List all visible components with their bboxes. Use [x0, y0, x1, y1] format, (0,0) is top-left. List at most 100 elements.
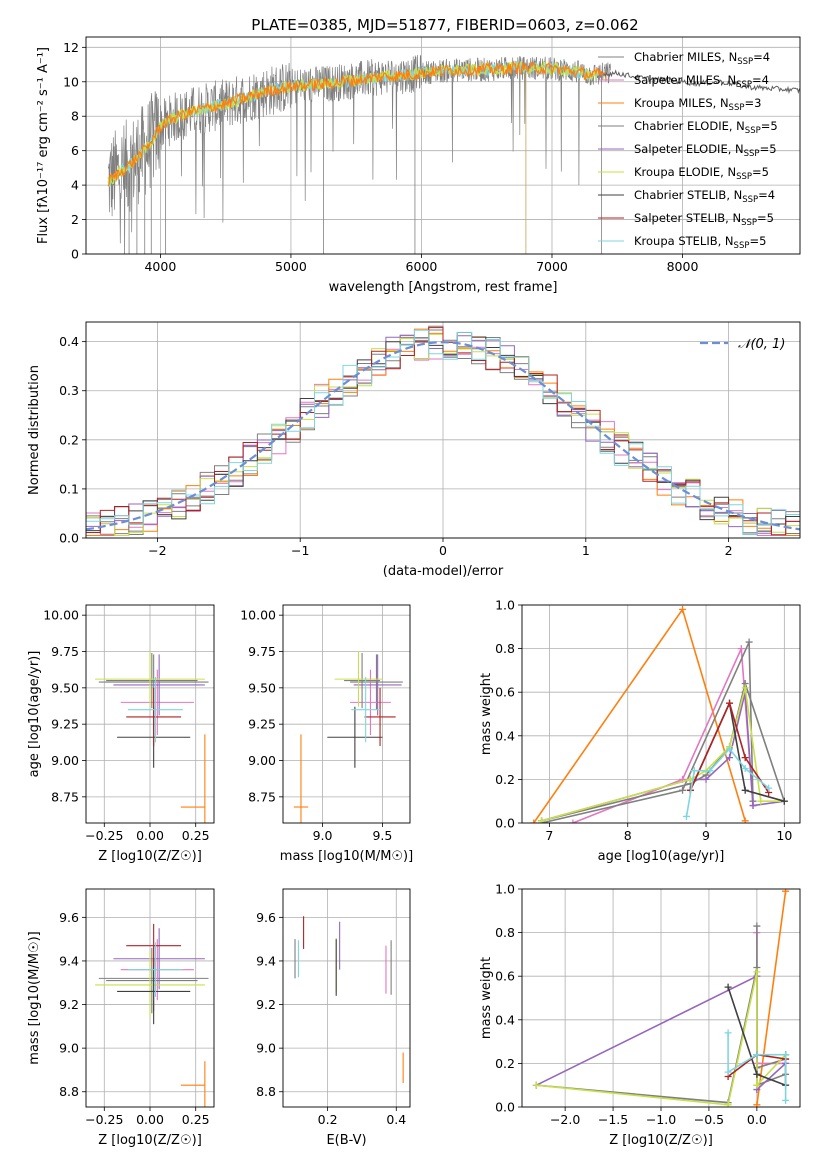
weight-marker: [745, 638, 753, 646]
legend-subscript: SSP: [744, 149, 760, 159]
weight-marker: [782, 1096, 790, 1104]
weight-marker: [702, 775, 710, 783]
weight-marker: [706, 767, 714, 775]
x-axis-label: Z [log10(Z/Z☉)]: [609, 1133, 713, 1148]
y-tick-label: 0.6: [495, 685, 515, 700]
legend-label: Kroupa MILES, NSSP=3: [634, 96, 761, 113]
x-axis-label: E(B-V): [326, 1133, 366, 1148]
x-tick-label: 5000: [275, 259, 307, 274]
panel-age-vs-Z: −0.25 0.00 0.25 8.75 9.00 9.25 9.50 9.75 10.00 Z …: [27, 604, 215, 864]
legend-subscript: SSP: [736, 80, 752, 90]
x-axis-label: wavelength [Angstrom, rest frame]: [329, 280, 558, 295]
x-tick-label: 8000: [667, 259, 699, 274]
x-tick-label: −0.25: [85, 828, 123, 843]
x-tick-label: −0.25: [85, 1112, 123, 1127]
y-tick-label: 9.25: [248, 717, 276, 732]
plot-area: [107, 54, 800, 254]
legend-subscript: SSP: [736, 172, 752, 182]
legend-tail: =4: [752, 73, 769, 87]
weight-marker: [679, 605, 687, 613]
x-axis-label: Z [log10(Z/Z☉)]: [98, 849, 202, 864]
weight-marker: [724, 1029, 732, 1037]
x-tick-label: 2: [725, 543, 733, 558]
x-axis-label: Z [log10(Z/Z☉)]: [98, 1133, 202, 1148]
y-axis-label: age [log10(age/yr)]: [27, 651, 42, 778]
x-tick-label: −2.0: [550, 1112, 580, 1127]
weight-series: [541, 687, 785, 822]
weight-marker: [682, 812, 690, 820]
x-axis-label: (data-model)/error: [383, 564, 504, 579]
panel-spectrum: 4000 5000 6000 7000 8000 0 2 4 6 8 10 12 wavelength …: [36, 36, 801, 295]
plot-area: [532, 889, 790, 1107]
y-tick-label: 10.00: [240, 608, 276, 623]
x-tick-label: 0.00: [136, 1112, 164, 1127]
y-tick-label: 0.2: [495, 772, 515, 787]
model-spectrum-red: [603, 69, 800, 95]
x-tick-label: −1.5: [598, 1112, 628, 1127]
x-tick-label: 4000: [144, 259, 176, 274]
weight-series: [533, 607, 746, 823]
weight-marker: [724, 1068, 732, 1076]
y-axis-label: Flux [fλ10⁻¹⁷ erg cm⁻² s⁻¹ A⁻¹]: [36, 47, 51, 244]
weight-series: [756, 926, 786, 1087]
weight-marker: [726, 699, 734, 707]
axes-frame: [85, 36, 801, 255]
legend-label: Chabrier STELIB, NSSP=4: [634, 188, 775, 205]
model-spectrum: [107, 61, 607, 187]
weight-marker: [679, 786, 687, 794]
weight-marker: [741, 765, 749, 772]
y-tick-label: 9.6: [256, 910, 276, 925]
panel-age-vs-mass: 9.0 9.5 8.75 9.00 9.25 9.50 9.75 10.00 mass [log…: [240, 604, 413, 864]
x-tick-label: 1: [582, 543, 590, 558]
weight-marker: [538, 817, 546, 823]
plot-area: [95, 923, 209, 1107]
axes-frame: [282, 604, 411, 824]
y-tick-label: 0.6: [495, 969, 515, 984]
y-axis-label: mass weight: [479, 673, 494, 755]
y-tick-label: 10.00: [43, 608, 79, 623]
x-tick-label: −1.0: [646, 1112, 676, 1127]
panel-weight-vs-age: 7 8 9 10 0.0 0.2 0.4 0.6 0.8 1.0 age [log10(age/yr…: [479, 598, 801, 864]
y-tick-label: 0.4: [495, 728, 515, 743]
y-tick-label: 8.75: [51, 789, 79, 804]
y-tick-label: 9.75: [51, 644, 79, 659]
weight-series: [689, 700, 770, 793]
panel-mass-vs-EBV: 0.2 0.4 8.8 9.0 9.2 9.4 9.6 E(B-V): [256, 888, 411, 1148]
legend-label: Salpeter MILES, NSSP=4: [634, 73, 769, 90]
x-tick-label: 9: [702, 828, 710, 843]
x-tick-label: 8: [624, 828, 632, 843]
panel-mass-vs-Z: −0.25 0.00 0.25 8.8 9.0 9.2 9.4 9.6 Z [log10(Z/Z…: [27, 888, 215, 1148]
weight-marker: [780, 797, 788, 805]
weight-marker: [724, 1101, 732, 1107]
weight-marker: [724, 983, 732, 991]
x-tick-label: 0.25: [182, 828, 210, 843]
legend-subscript: SSP: [742, 195, 758, 205]
legend-tail: =5: [752, 165, 769, 179]
y-tick-label: 6: [71, 143, 79, 158]
y-tick-label: 9.50: [51, 680, 79, 695]
plot-area: [530, 605, 788, 823]
legend-label: Kroupa STELIB, NSSP=5: [634, 234, 766, 251]
y-tick-label: 9.0: [59, 1041, 79, 1056]
weight-marker: [726, 745, 734, 753]
x-tick-label: 0.4: [386, 1112, 406, 1127]
weight-series: [756, 891, 787, 1105]
legend-tail: =5: [757, 211, 774, 225]
residual-histogram: [86, 327, 800, 536]
y-tick-label: 0.2: [495, 1056, 515, 1071]
weight-marker: [765, 784, 773, 792]
x-tick-label: 0.2: [318, 1112, 338, 1127]
y-axis-label: mass weight: [479, 957, 494, 1039]
weight-marker: [737, 645, 745, 653]
x-tick-label: 6000: [406, 259, 438, 274]
y-tick-label: 9.50: [248, 680, 276, 695]
y-tick-label: 0.3: [59, 383, 79, 398]
plot-area: [293, 651, 403, 823]
weight-marker: [782, 1051, 790, 1059]
weight-marker: [753, 1070, 761, 1078]
y-tick-label: 9.2: [256, 997, 276, 1012]
weight-marker: [690, 767, 698, 775]
y-axis-label: Normed distribution: [27, 365, 42, 495]
weight-marker: [741, 786, 749, 794]
